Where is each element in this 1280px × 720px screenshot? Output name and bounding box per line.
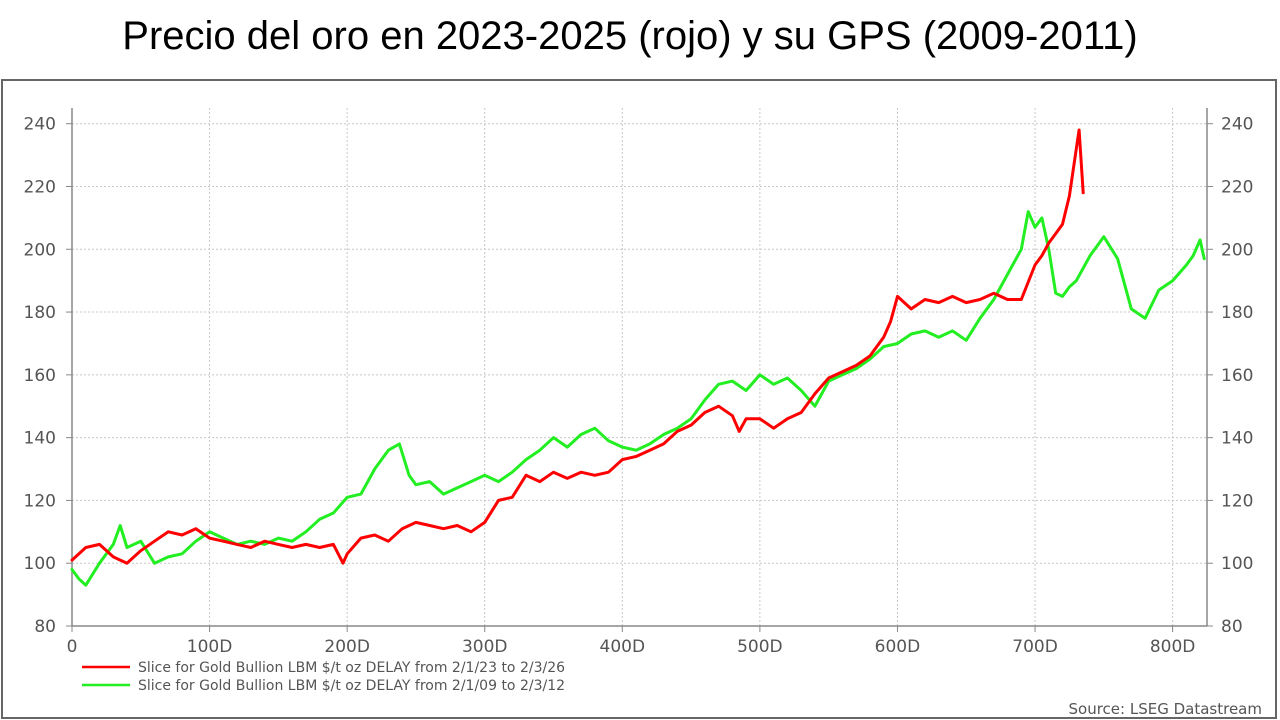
chart-frame: 80 100 120 140 160 180 200 220 240 80 100 120 140 16… bbox=[1, 79, 1277, 719]
x-tick-label: 300D bbox=[462, 637, 508, 657]
x-tick-label: 200D bbox=[324, 637, 370, 657]
y-tick-label-left: 140 bbox=[24, 429, 56, 449]
y-tick-label-left: 160 bbox=[24, 366, 56, 386]
x-axis: 0 100D 200D 300D 400D 500D 600D 700D 800D bbox=[67, 626, 1196, 657]
y-tick-label-right: 120 bbox=[1221, 491, 1253, 511]
legend-label-red: Slice for Gold Bullion LBM $/t oz DELAY … bbox=[138, 660, 565, 676]
x-tick-label: 100D bbox=[187, 637, 233, 657]
legend: Slice for Gold Bullion LBM $/t oz DELAY … bbox=[82, 660, 565, 694]
series-lines bbox=[70, 128, 1206, 587]
y-axis-right: 80 100 120 140 160 180 200 220 240 bbox=[1207, 115, 1253, 637]
y-tick-label-left: 180 bbox=[24, 303, 56, 323]
legend-label-green: Slice for Gold Bullion LBM $/t oz DELAY … bbox=[138, 678, 565, 694]
x-tick-label: 600D bbox=[875, 637, 921, 657]
y-axis-left: 80 100 120 140 160 180 200 220 240 bbox=[24, 115, 72, 637]
x-tick-label: 400D bbox=[600, 637, 646, 657]
y-tick-label-left: 120 bbox=[24, 491, 56, 511]
y-tick-label-right: 160 bbox=[1221, 366, 1253, 386]
y-tick-label-left: 80 bbox=[34, 617, 56, 637]
x-tick-label: 500D bbox=[737, 637, 783, 657]
chart-border bbox=[1, 79, 1277, 719]
x-tick-label: 800D bbox=[1150, 637, 1196, 657]
y-tick-label-right: 220 bbox=[1221, 177, 1253, 197]
y-tick-label-left: 200 bbox=[24, 240, 56, 260]
y-tick-label-right: 200 bbox=[1221, 240, 1253, 260]
axes bbox=[71, 108, 1208, 627]
y-tick-label-left: 100 bbox=[24, 554, 56, 574]
gridlines bbox=[72, 108, 1207, 626]
x-tick-label: 0 bbox=[67, 637, 78, 657]
y-tick-label-right: 80 bbox=[1221, 617, 1243, 637]
y-tick-label-left: 240 bbox=[24, 115, 56, 135]
source-label: Source: LSEG Datastream bbox=[1069, 700, 1262, 718]
y-tick-label-left: 220 bbox=[24, 177, 56, 197]
series-line-red bbox=[70, 128, 1085, 565]
y-tick-label-right: 240 bbox=[1221, 115, 1253, 135]
chart-title: Precio del oro en 2023-2025 (rojo) y su … bbox=[122, 14, 1138, 58]
y-tick-label-right: 100 bbox=[1221, 554, 1253, 574]
x-tick-label: 700D bbox=[1012, 637, 1058, 657]
y-tick-label-right: 140 bbox=[1221, 429, 1253, 449]
y-tick-label-right: 180 bbox=[1221, 303, 1253, 323]
